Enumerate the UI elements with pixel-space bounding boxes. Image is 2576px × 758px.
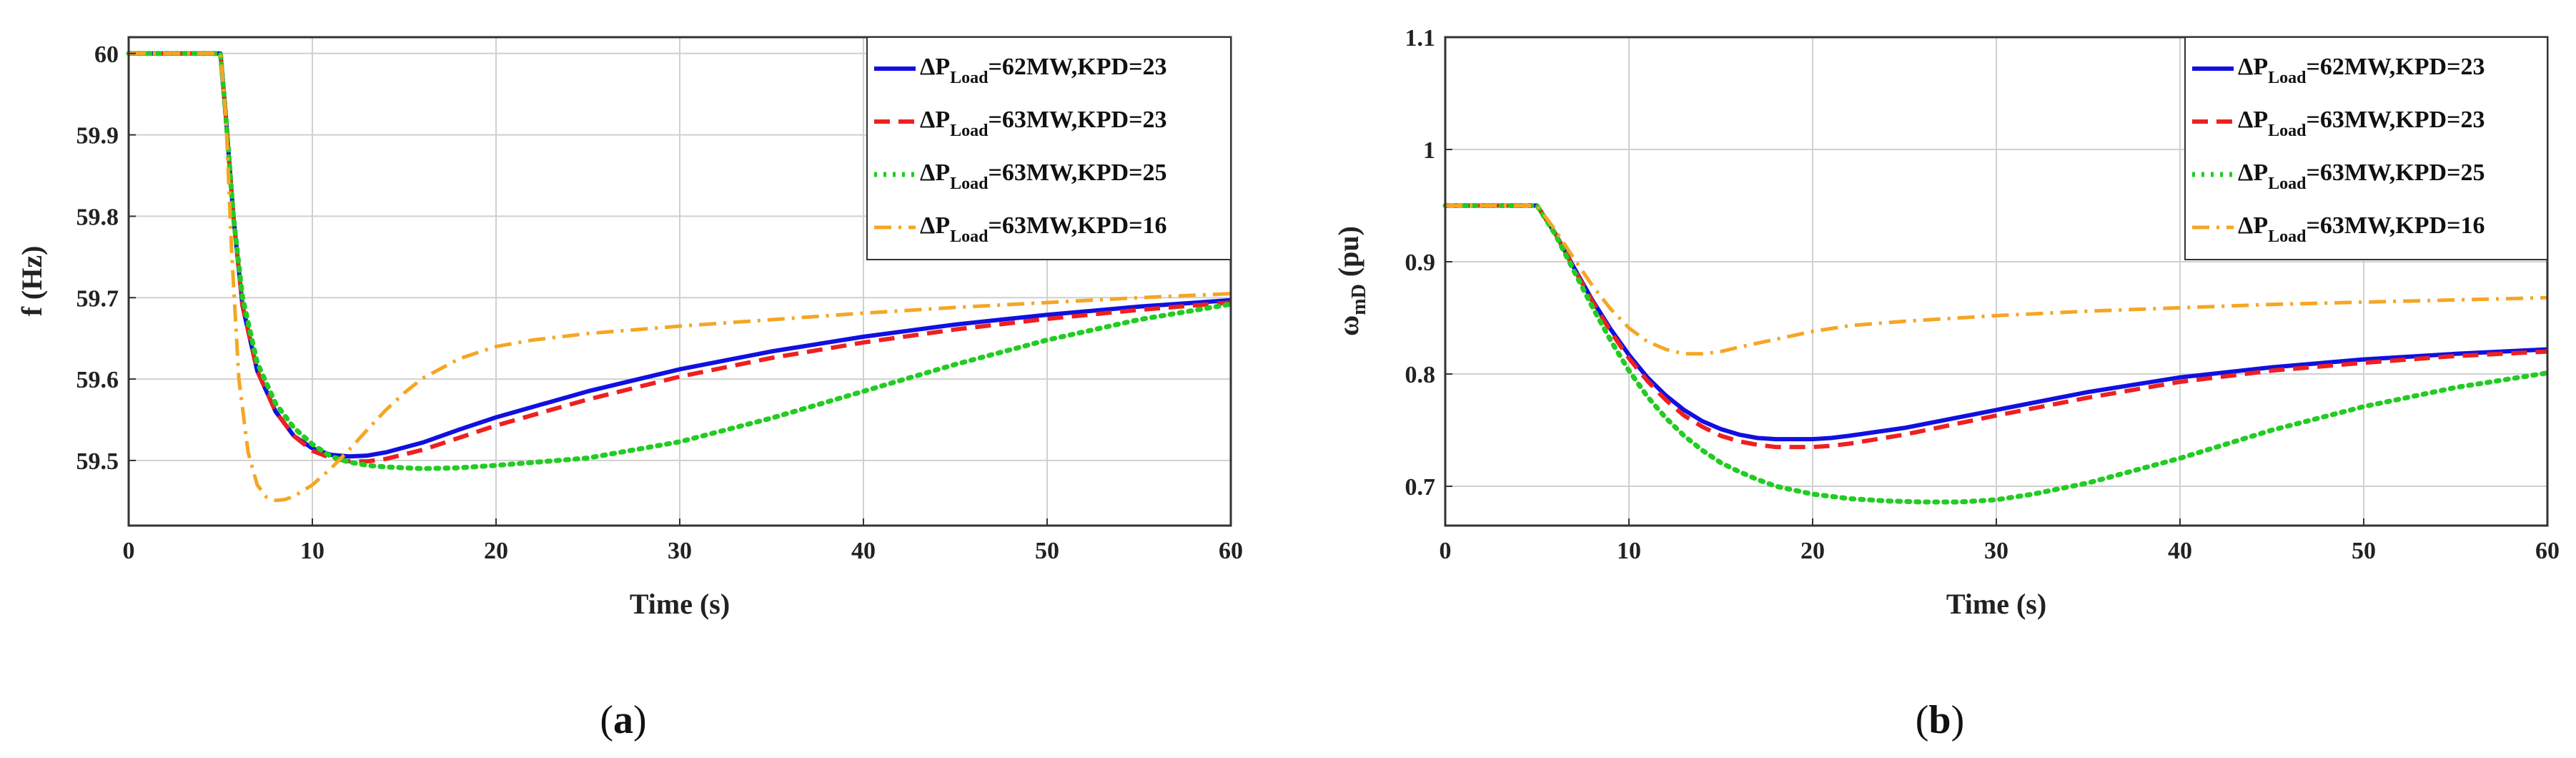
legend-entry-1: ΔPLoad=62MW,KPD=23	[2238, 54, 2485, 87]
legend-entry-4: ΔPLoad=63MW,KPD=16	[920, 212, 1166, 246]
panel-b-chart: 0 10 20 30 40 50 600.70.80.911.1 ΔPLoad=62MW,K…	[1332, 25, 2560, 742]
legend-label-post: =63MW,KPD=23	[2306, 107, 2485, 133]
x-tick-label: 20	[484, 538, 508, 564]
legend-entry-3: ΔPLoad=63MW,KPD=25	[2238, 159, 2485, 193]
series-line-4	[1445, 204, 2548, 356]
legend-entry-2: ΔPLoad=63MW,KPD=23	[920, 107, 1166, 140]
panel-b-ylabel-main: ω	[1332, 315, 1364, 336]
y-tick-label: 59.6	[76, 367, 119, 393]
panel-a-caption: (a)	[600, 698, 646, 742]
legend-label-pre: ΔP	[2238, 212, 2268, 239]
y-tick-label: 60	[94, 41, 119, 68]
legend-label-pre: ΔP	[920, 54, 950, 80]
x-tick-label: 50	[2352, 538, 2376, 564]
panel-a-ticks: 0 10 20 30 40 50 60 59.5 59.6 59.7 59.8 59.9 60	[76, 41, 1244, 564]
x-tick-label: 10	[1617, 538, 1641, 564]
panel-a-legend: ΔPLoad=62MW,KPD=23ΔPLoad=63MW,KPD=23ΔPLo…	[866, 36, 1232, 260]
legend-label-post: =63MW,KPD=25	[988, 159, 1166, 186]
panel-b-ylabel: ωmD (pu)	[1332, 226, 1370, 336]
panel-a-ylabel: f (Hz)	[16, 246, 48, 317]
y-tick-label: 59.7	[76, 285, 119, 312]
panel-b-xlabel: Time (s)	[1946, 588, 2046, 620]
x-tick-label: 50	[1035, 538, 1059, 564]
legend-label-pre: ΔP	[920, 212, 950, 239]
panel-b-caption: (b)	[1916, 698, 1964, 742]
series-line-2	[1445, 203, 2548, 450]
y-tick-label: 59.9	[76, 123, 119, 149]
x-tick-label: 60	[1219, 538, 1243, 564]
x-tick-label: 20	[1800, 538, 1825, 564]
x-tick-label: 40	[2168, 538, 2192, 564]
x-tick-label: 60	[2535, 538, 2560, 564]
panel-b-ticks: 0 10 20 30 40 50 60 0.7 0.8 0.9 1 1.1	[1405, 25, 2560, 564]
legend-entry-2: ΔPLoad=63MW,KPD=23	[2238, 107, 2485, 140]
y-tick-label: 0.8	[1405, 362, 1436, 388]
x-tick-label: 0	[1440, 538, 1452, 564]
y-tick-label: 59.8	[76, 204, 119, 230]
x-tick-label: 0	[123, 538, 135, 564]
panel-a-caption-open: (	[600, 698, 613, 742]
legend-label-sub: Load	[2268, 227, 2307, 246]
legend-label-pre: ΔP	[2238, 159, 2268, 186]
legend-entry-3: ΔPLoad=63MW,KPD=25	[920, 159, 1166, 193]
series-line-4	[129, 51, 1232, 503]
legend-label-post: =62MW,KPD=23	[988, 54, 1166, 80]
x-tick-label: 10	[300, 538, 325, 564]
legend-label-sub: Load	[950, 227, 989, 246]
legend-label-post: =63MW,KPD=23	[988, 107, 1166, 133]
legend-label-sub: Load	[950, 174, 989, 193]
legend-label-sub: Load	[950, 69, 989, 87]
panel-b-caption-open: (	[1916, 698, 1929, 742]
series-line-3	[126, 51, 1234, 471]
panel-a-caption-label: a	[613, 698, 633, 742]
y-tick-label: 0.7	[1405, 474, 1436, 501]
legend-label-pre: ΔP	[920, 159, 950, 186]
legend-box	[866, 36, 1232, 260]
x-tick-label: 30	[1984, 538, 2008, 564]
series-line-1	[1445, 203, 2548, 442]
panel-a-series	[126, 51, 1234, 503]
legend-label-pre: ΔP	[920, 107, 950, 133]
y-tick-label: 59.5	[76, 448, 119, 475]
legend-label-sub: Load	[2268, 69, 2307, 87]
legend-entry-1: ΔPLoad=62MW,KPD=23	[920, 54, 1166, 87]
x-tick-label: 30	[668, 538, 692, 564]
series-line-3	[1442, 203, 2550, 505]
panel-b-caption-label: b	[1928, 698, 1951, 742]
legend-label-sub: Load	[950, 122, 989, 140]
legend-label-pre: ΔP	[2238, 107, 2268, 133]
y-tick-label: 1	[1423, 137, 1435, 164]
legend-entry-4: ΔPLoad=63MW,KPD=16	[2238, 212, 2485, 246]
panel-b-ylabel-sub: mD	[1348, 284, 1370, 315]
legend-label-post: =63MW,KPD=16	[2306, 212, 2485, 239]
panel-b-legend: ΔPLoad=62MW,KPD=23ΔPLoad=63MW,KPD=23ΔPLo…	[2184, 36, 2548, 260]
panel-b-series	[1442, 203, 2550, 505]
y-tick-label: 0.9	[1405, 250, 1436, 276]
panel-b-ylabel-post: (pu)	[1332, 226, 1364, 284]
legend-label-post: =62MW,KPD=23	[2306, 54, 2485, 80]
panel-b-caption-close: )	[1951, 698, 1965, 742]
panel-a-caption-close: )	[633, 698, 647, 742]
legend-box	[2184, 36, 2548, 260]
y-tick-label: 1.1	[1405, 25, 1436, 51]
legend-label-pre: ΔP	[2238, 54, 2268, 80]
legend-label-sub: Load	[2268, 122, 2307, 140]
legend-label-post: =63MW,KPD=16	[988, 212, 1166, 239]
legend-label-sub: Load	[2268, 174, 2307, 193]
x-tick-label: 40	[851, 538, 876, 564]
legend-label-post: =63MW,KPD=25	[2306, 159, 2485, 186]
panel-a-xlabel: Time (s)	[630, 588, 730, 620]
